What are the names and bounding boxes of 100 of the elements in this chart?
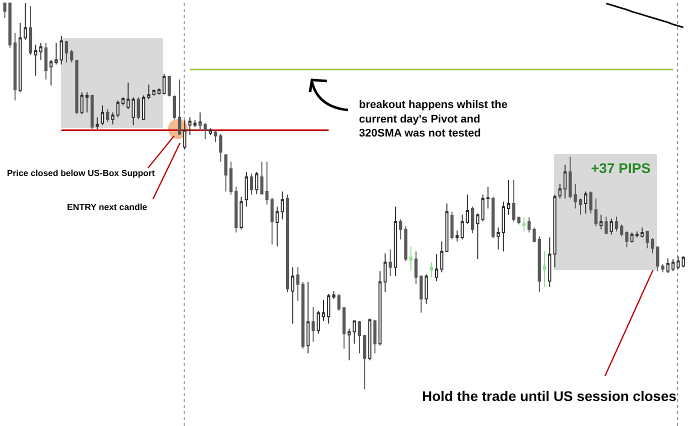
- candlestick: [316, 310, 320, 334]
- candlestick: [594, 198, 598, 227]
- candlestick: [424, 274, 428, 304]
- candlestick: [106, 108, 110, 123]
- candlestick: [584, 191, 588, 214]
- candlestick: [528, 216, 531, 233]
- candlestick: [96, 116, 99, 130]
- candlestick: [178, 79, 182, 136]
- candlestick: [234, 186, 238, 233]
- candlestick: [378, 270, 382, 346]
- candlestick: [85, 92, 89, 113]
- candlestick: [90, 94, 94, 130]
- candlestick: [24, 2, 27, 40]
- candlestick: [409, 246, 412, 272]
- candlestick: [219, 134, 222, 162]
- candlestick: [358, 320, 362, 354]
- candlestick: [661, 264, 664, 273]
- candlestick: [70, 49, 74, 64]
- candlestick: [368, 318, 372, 361]
- candlestick: [255, 171, 258, 194]
- annotation: Hold the trade until US session closes: [422, 388, 677, 404]
- candlestick: [208, 128, 212, 136]
- candlestick: [440, 240, 444, 273]
- candlestick: [506, 179, 510, 216]
- candlestick: [276, 206, 279, 247]
- candlestick: [492, 196, 495, 239]
- candlestick: [322, 300, 326, 322]
- candlestick: [75, 59, 78, 115]
- candlestick: [286, 194, 290, 292]
- candlestick: [64, 40, 68, 64]
- candlestick: [54, 42, 58, 65]
- annotation: +37 PIPS: [591, 160, 651, 176]
- candlestick: [28, 6, 32, 56]
- candlestick: [656, 246, 660, 272]
- candlestick: [574, 183, 577, 210]
- candlestick: [39, 42, 42, 60]
- candlestick: [599, 214, 603, 230]
- candlestick: [373, 319, 376, 354]
- candlestick: [558, 183, 562, 199]
- candlestick: [100, 104, 104, 126]
- candlestick: [152, 89, 156, 96]
- candlestick: [630, 232, 634, 244]
- candlestick: [157, 88, 161, 96]
- candlestick: [671, 258, 675, 272]
- candlestick: [18, 22, 22, 93]
- candlestick: [250, 173, 254, 196]
- candlestick: [399, 218, 402, 240]
- candlestick: [265, 161, 269, 206]
- candlestick: [456, 230, 459, 242]
- candlestick: [214, 130, 218, 143]
- candlestick: [332, 290, 336, 300]
- candlestick: [34, 44, 38, 76]
- candlestick: [136, 96, 140, 120]
- candlestick: [193, 120, 197, 128]
- candlestick: [204, 122, 207, 140]
- candlestick: [568, 156, 572, 199]
- candlestick: [640, 226, 644, 238]
- candlestick: [589, 191, 592, 214]
- candlestick: [280, 191, 284, 220]
- candlestick: [532, 226, 536, 244]
- candlestick: [394, 206, 398, 277]
- candlestick: [388, 248, 392, 277]
- candlestick: [460, 214, 464, 240]
- candlestick: [240, 196, 243, 230]
- candlestick: [522, 216, 526, 232]
- candlestick: [650, 238, 654, 254]
- candlestick: [80, 92, 84, 115]
- annotation: ENTRY next candle: [67, 202, 148, 212]
- candlestick: [363, 334, 366, 390]
- candlestick: [414, 250, 418, 285]
- candlestick: [121, 96, 125, 106]
- candlestick: [435, 254, 438, 282]
- annotation: breakout happens whilst the current day's Pivot and 320SMA was not tested: [359, 99, 508, 140]
- candlestick: [445, 203, 448, 253]
- candlestick: [49, 59, 53, 86]
- candlestick: [620, 224, 624, 237]
- candlestick: [183, 120, 186, 150]
- candlestick: [384, 252, 387, 292]
- candlestick: [538, 236, 541, 292]
- candlestick: [496, 226, 500, 250]
- candlestick: [420, 276, 423, 314]
- candlestick: [342, 306, 346, 350]
- candlestick: [614, 216, 618, 232]
- candlestick: [44, 42, 48, 80]
- candlestick: [168, 75, 171, 98]
- candlestick: [162, 73, 166, 96]
- candlestick: [172, 94, 176, 120]
- candlestick: [270, 197, 274, 245]
- candlestick: [296, 266, 300, 302]
- candlestick: [610, 218, 613, 235]
- candlestick: [486, 186, 490, 210]
- candlestick: [578, 198, 582, 216]
- candlestick: [635, 230, 639, 238]
- candlestick: [666, 258, 670, 274]
- candlestick: [430, 262, 434, 278]
- candlestick: [481, 194, 484, 222]
- candlestick: [404, 226, 408, 262]
- candlestick: [198, 112, 202, 130]
- candlestick: [14, 32, 17, 101]
- candlestick: [502, 201, 505, 252]
